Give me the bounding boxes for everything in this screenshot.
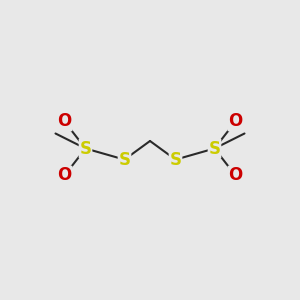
Text: O: O [57, 167, 72, 184]
Text: O: O [228, 112, 243, 130]
Text: S: S [80, 140, 92, 158]
Text: S: S [208, 140, 220, 158]
Text: O: O [228, 167, 243, 184]
Text: O: O [57, 112, 72, 130]
Text: S: S [169, 151, 181, 169]
Text: S: S [118, 151, 130, 169]
